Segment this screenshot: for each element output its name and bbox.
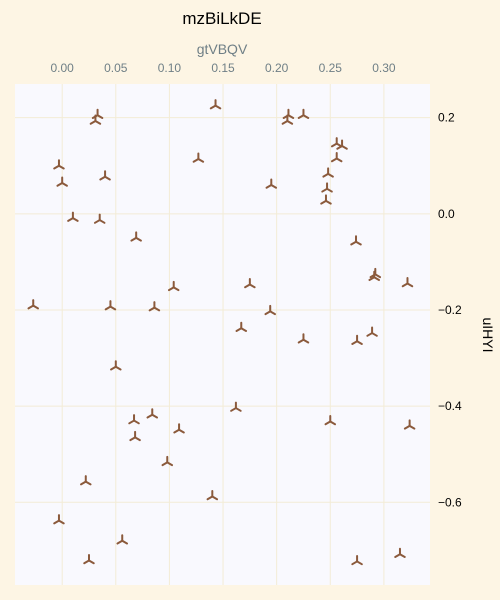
x-tick-label: 0.15 [211, 61, 235, 75]
data-point [336, 139, 348, 150]
data-point [53, 159, 65, 170]
x-axis-label: gtVBQV [197, 41, 248, 57]
data-point [104, 300, 117, 311]
data-point [80, 475, 92, 486]
y-tick-label: 0.0 [438, 207, 455, 221]
x-tick-labels: 0.00 0.05 0.10 0.15 0.20 0.25 0.30 [51, 61, 396, 75]
data-point [350, 235, 362, 246]
data-point [89, 114, 102, 125]
data-point [209, 99, 222, 110]
data-point [192, 152, 205, 163]
x-tick-label: 0.00 [51, 61, 75, 75]
data-point [93, 213, 106, 224]
x-tick-label: 0.30 [372, 61, 396, 75]
x-tick-label: 0.20 [265, 61, 289, 75]
data-point [401, 277, 414, 288]
y-tick-label: −0.2 [438, 303, 462, 317]
data-point [366, 326, 378, 337]
x-tick-label: 0.10 [158, 61, 182, 75]
data-point [324, 415, 337, 426]
data-point [264, 304, 276, 316]
data-point [321, 182, 333, 193]
data-point [297, 333, 310, 344]
data-point [129, 430, 141, 442]
data-point [146, 408, 159, 419]
data-point [297, 108, 310, 120]
data-point [67, 211, 79, 222]
data-point [281, 114, 294, 125]
data-point [161, 455, 174, 467]
data-point [394, 547, 406, 558]
data-point [330, 152, 343, 163]
data-point [230, 401, 242, 412]
y-tick-labels: 0.2 0.0 −0.2 −0.4 −0.6 [438, 111, 462, 510]
data-point [322, 167, 334, 178]
data-point [351, 334, 363, 345]
y-tick-label: −0.4 [438, 399, 462, 413]
data-point [56, 176, 68, 187]
data-point [128, 414, 140, 425]
data-point [53, 514, 65, 525]
data-point [265, 178, 278, 189]
data-point [173, 423, 185, 434]
data-point [403, 419, 416, 430]
data-point [110, 360, 122, 371]
data-point [206, 490, 219, 501]
y-tick-label: 0.2 [438, 111, 455, 125]
x-tick-label: 0.05 [104, 61, 128, 75]
data-point [167, 280, 180, 292]
data-point [116, 534, 128, 545]
grid-lines [15, 84, 430, 585]
data-point [148, 301, 161, 312]
plot-area [15, 84, 430, 585]
data-point [368, 270, 381, 282]
x-tick-label: 0.25 [319, 61, 343, 75]
data-points [27, 99, 416, 566]
data-point [244, 277, 256, 289]
data-point [351, 554, 363, 566]
chart-title: mzBiLkDE [182, 9, 261, 28]
data-point [83, 553, 95, 565]
data-point [320, 194, 332, 205]
data-point [99, 170, 111, 181]
data-point [130, 231, 142, 242]
data-point [235, 321, 248, 332]
y-tick-label: −0.6 [438, 495, 462, 509]
data-point [27, 299, 39, 310]
y-axis-label: uIHYI [480, 317, 496, 352]
